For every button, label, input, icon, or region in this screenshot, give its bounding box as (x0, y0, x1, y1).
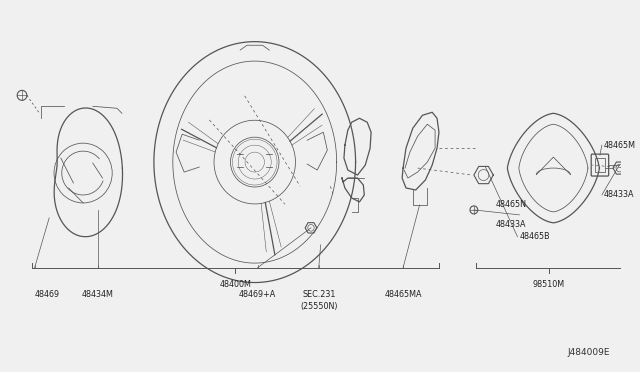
Text: 48465B: 48465B (520, 232, 550, 241)
Text: 48469+A: 48469+A (239, 290, 276, 299)
Text: 48434M: 48434M (82, 290, 113, 299)
Text: J484009E: J484009E (567, 348, 610, 357)
Text: 48465M: 48465M (604, 141, 636, 150)
Text: 48400M: 48400M (220, 280, 252, 289)
Text: 48465N: 48465N (495, 201, 526, 209)
Text: 48433A: 48433A (604, 190, 634, 199)
Text: SEC.231: SEC.231 (302, 290, 335, 299)
Text: 48465MA: 48465MA (385, 290, 422, 299)
Text: 48469: 48469 (35, 290, 60, 299)
Text: 98510M: 98510M (532, 280, 564, 289)
Text: (25550N): (25550N) (300, 302, 337, 311)
Text: 48433A: 48433A (495, 220, 525, 230)
Bar (595, 158, 605, 172)
